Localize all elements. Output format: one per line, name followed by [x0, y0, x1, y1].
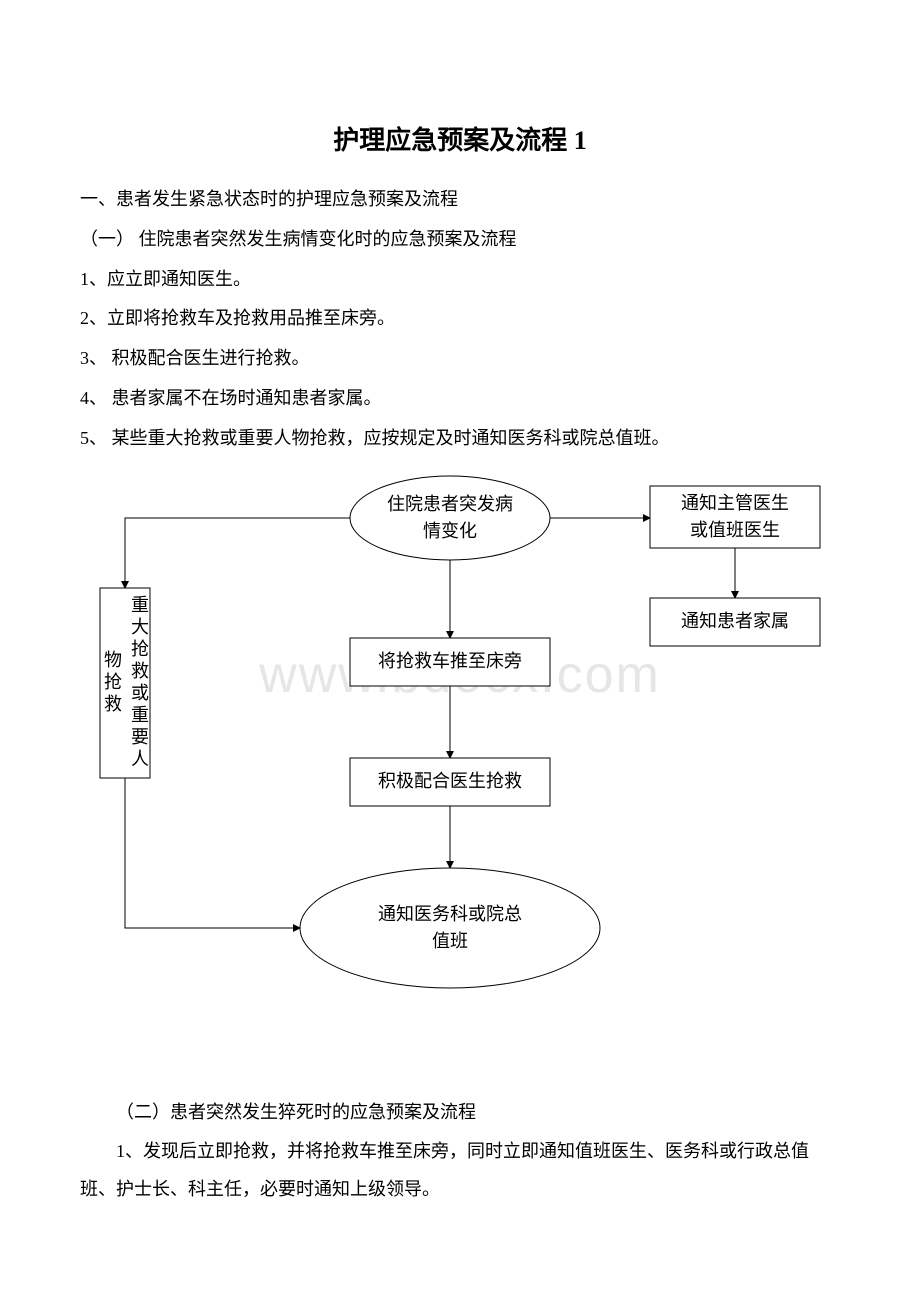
page-title: 护理应急预案及流程 1 [80, 120, 840, 157]
flow-node-left: 重大抢救或重要人物抢救 [100, 588, 150, 778]
flow-node-mid1: 将抢救车推至床旁 [350, 638, 550, 686]
flow-node-end: 通知医务科或院总值班 [300, 868, 600, 988]
section-1-item-3: 3、 积极配合医生进行抢救。 [80, 340, 840, 378]
section-1-item-5: 5、 某些重大抢救或重要人物抢救，应按规定及时通知医务科或院总值班。 [80, 420, 840, 458]
flow-node-right2: 通知患者家属 [650, 598, 820, 646]
section-1-item-1: 1、应立即通知医生。 [80, 261, 840, 299]
flowchart: 住院患者突发病情变化重大抢救或重要人物抢救 通知主管医生或值班医生通知患者家属将抢… [80, 468, 840, 1058]
section-2-item-1: 1、发现后立即抢救，并将抢救车推至床旁，同时立即通知值班医生、医务科或行政总值班… [80, 1133, 840, 1209]
section-1-sub1: （一） 住院患者突然发生病情变化时的应急预案及流程 [80, 221, 840, 259]
section-2: （二）患者突然发生猝死时的应急预案及流程 1、发现后立即抢救，并将抢救车推至床旁… [80, 1094, 840, 1209]
section-1-item-4: 4、 患者家属不在场时通知患者家属。 [80, 380, 840, 418]
flow-node-mid2: 积极配合医生抢救 [350, 758, 550, 806]
section-1-item-2: 2、立即将抢救车及抢救用品推至床旁。 [80, 300, 840, 338]
section-1: 一、患者发生紧急状态时的护理应急预案及流程 （一） 住院患者突然发生病情变化时的… [80, 181, 840, 458]
section-2-sub: （二）患者突然发生猝死时的应急预案及流程 [80, 1094, 840, 1132]
section-1-heading: 一、患者发生紧急状态时的护理应急预案及流程 [80, 181, 840, 219]
flow-node-right1: 通知主管医生或值班医生 [650, 486, 820, 548]
flow-node-start: 住院患者突发病情变化 [350, 476, 550, 560]
